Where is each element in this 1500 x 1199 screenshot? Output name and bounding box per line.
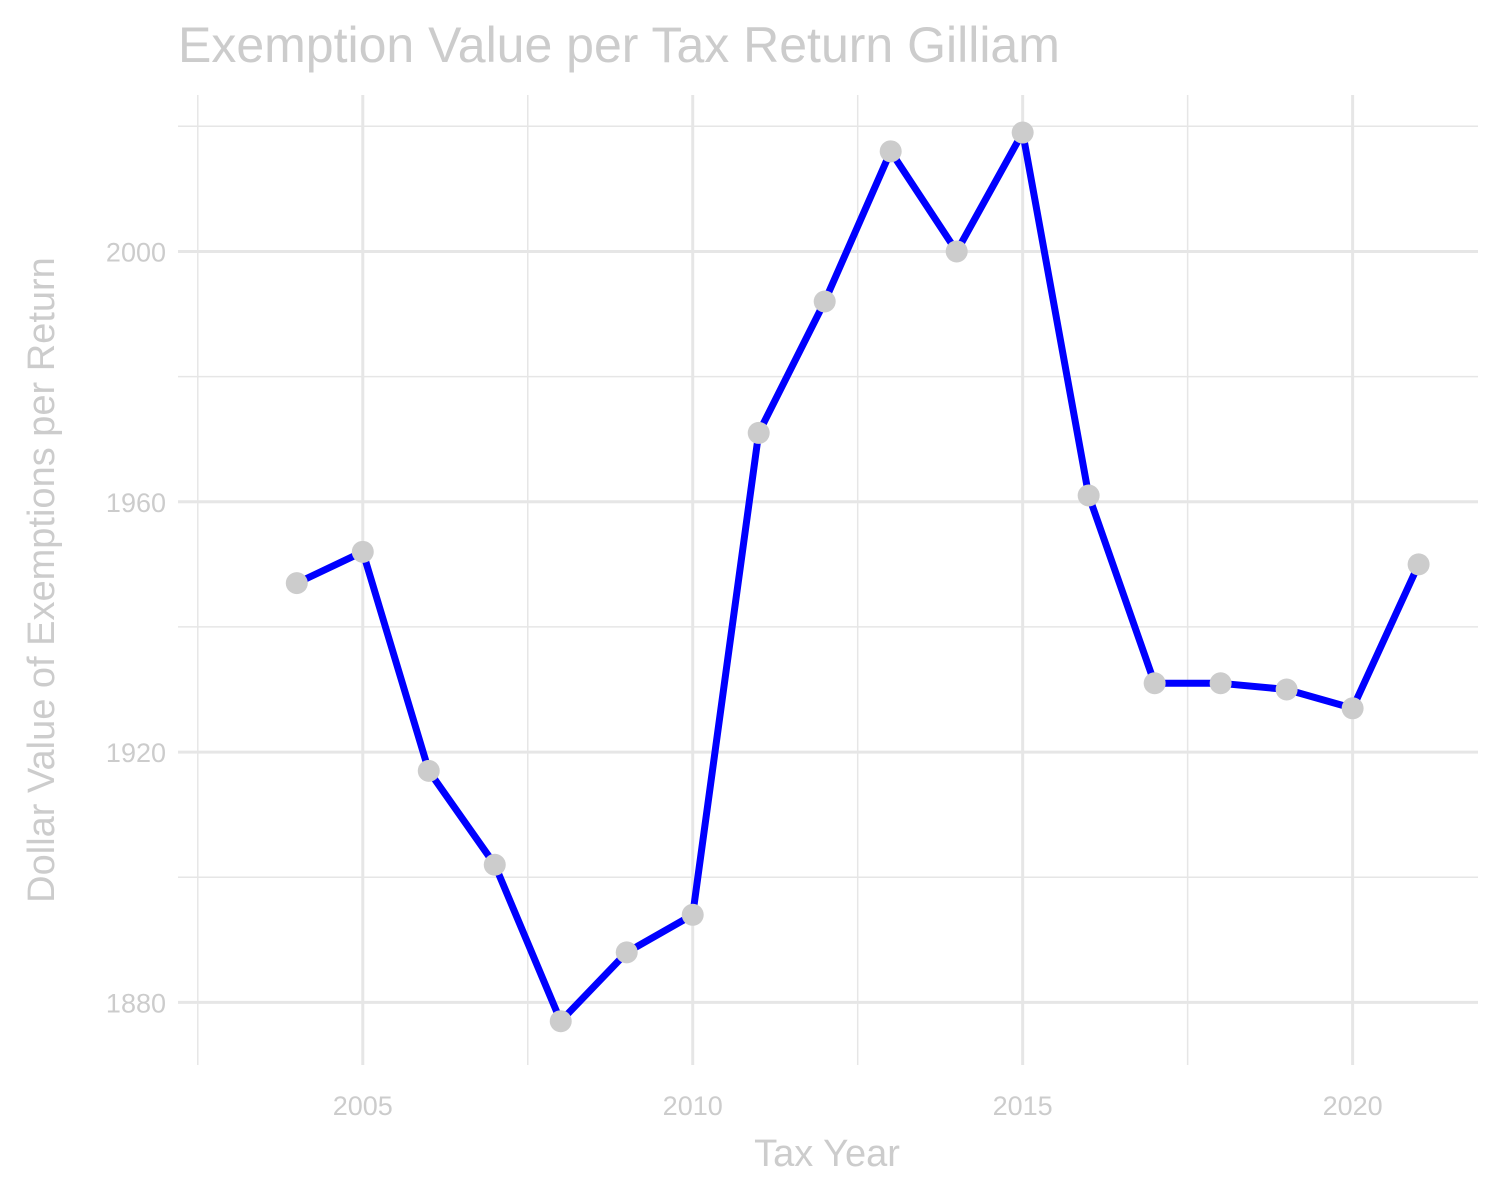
data-point — [615, 941, 638, 964]
x-axis-title: Tax Year — [754, 1133, 900, 1175]
data-point — [945, 240, 968, 263]
data-point — [1209, 672, 1232, 695]
data-point — [1341, 697, 1364, 720]
y-tick-label: 1880 — [106, 988, 166, 1018]
data-point — [747, 421, 770, 444]
y-tick-label: 2000 — [106, 237, 166, 267]
data-point — [417, 759, 440, 782]
minor-gridlines — [178, 95, 1478, 1065]
x-axis-ticks: 2005 2010 2015 2020 — [333, 1091, 1383, 1121]
x-tick-label: 2010 — [663, 1091, 723, 1121]
data-point — [285, 572, 308, 595]
y-tick-label: 1920 — [106, 738, 166, 768]
y-tick-label: 1960 — [106, 488, 166, 518]
x-tick-label: 2005 — [333, 1091, 393, 1121]
data-point — [351, 540, 374, 563]
x-tick-label: 2020 — [1323, 1091, 1383, 1121]
data-point — [681, 903, 704, 926]
data-point — [1407, 553, 1430, 576]
y-axis-title: Dollar Value of Exemptions per Return — [21, 257, 63, 903]
chart-title: Exemption Value per Tax Return Gilliam — [178, 17, 1060, 73]
data-point — [1275, 678, 1298, 701]
data-point — [549, 1010, 572, 1033]
series-line — [293, 129, 1423, 1025]
y-axis-ticks: 1880 1920 1960 2000 — [106, 237, 166, 1018]
data-point — [813, 290, 836, 313]
data-point — [1077, 484, 1100, 507]
data-points-group — [285, 121, 1430, 1033]
data-point — [1011, 121, 1034, 144]
x-tick-label: 2015 — [993, 1091, 1053, 1121]
data-point — [879, 140, 902, 163]
series-line-group — [293, 129, 1423, 1025]
data-point — [1143, 672, 1166, 695]
data-point — [483, 853, 506, 876]
